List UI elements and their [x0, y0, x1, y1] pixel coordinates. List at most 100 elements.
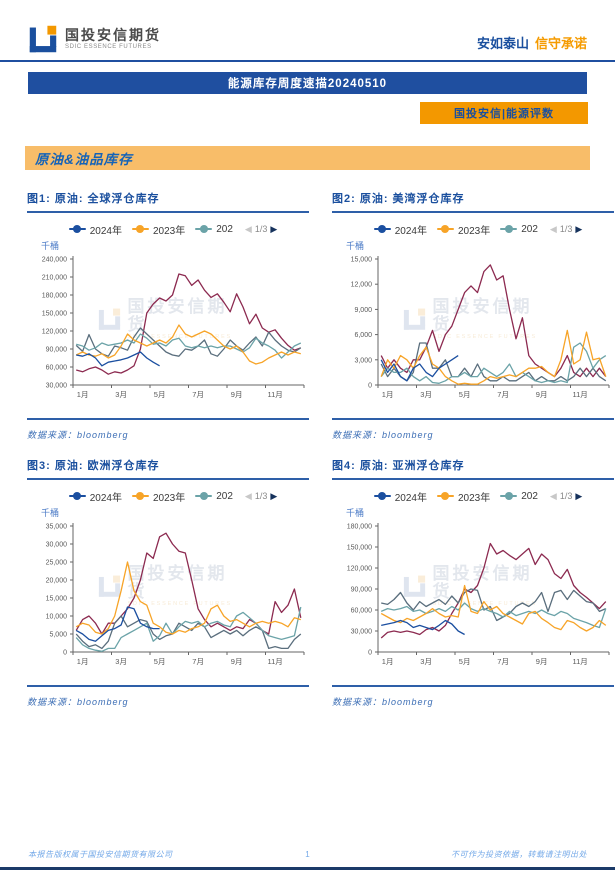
- company-logo: 国投安信期货 SDIC ESSENCE FUTURES: [28, 24, 161, 54]
- svg-text:30,000: 30,000: [46, 383, 68, 390]
- legend-item-2023年[interactable]: 2023年: [131, 489, 186, 504]
- chart-legend: 2024年 2023年 202 ◀ 1/3 ▶: [37, 221, 309, 237]
- svg-text:150,000: 150,000: [347, 545, 372, 552]
- svg-text:0: 0: [368, 383, 372, 390]
- legend-label: 2024年: [394, 225, 427, 237]
- svg-text:120,000: 120,000: [347, 566, 372, 573]
- svg-text:30,000: 30,000: [46, 542, 68, 549]
- svg-text:9月: 9月: [231, 657, 243, 666]
- series-line-2023年: [75, 561, 301, 635]
- legend-pager-next-icon[interactable]: ▶: [575, 490, 583, 501]
- svg-text:5月: 5月: [154, 390, 166, 399]
- series-line-2023年: [75, 324, 301, 365]
- legend-marker: [195, 492, 213, 500]
- legend-label: 2023年: [457, 225, 491, 237]
- section-title: 原油&油品库存: [35, 152, 133, 167]
- svg-text:120,000: 120,000: [42, 329, 67, 336]
- legend-pager: ◀ 1/3 ▶: [245, 224, 277, 235]
- legend-item-2024年[interactable]: 2024年: [373, 222, 427, 237]
- svg-text:0: 0: [63, 650, 67, 657]
- svg-text:9月: 9月: [231, 390, 243, 399]
- chart-bottom-divider: [332, 418, 614, 420]
- chart-block-1: 图1: 原油: 全球浮仓库存 2024年 2023年 202 ◀ 1/3 ▶ 千桶 国投安信期货…: [27, 190, 309, 441]
- legend-item-2023年[interactable]: 2023年: [131, 222, 185, 237]
- svg-text:35,000: 35,000: [46, 524, 68, 531]
- legend-item-202[interactable]: 202: [500, 224, 538, 235]
- legend-item-2024年[interactable]: 2024年: [373, 489, 427, 504]
- legend-item-2024年[interactable]: 2024年: [68, 489, 122, 504]
- legend-marker: [373, 225, 391, 233]
- svg-text:15,000: 15,000: [351, 257, 373, 264]
- svg-text:3月: 3月: [420, 390, 432, 399]
- header: 国投安信期货 SDIC ESSENCE FUTURES 安如泰山 信守承诺: [0, 0, 615, 54]
- data-source-label: 数据来源：bloomberg: [332, 430, 434, 440]
- legend-pager-text: 1/3: [559, 224, 573, 234]
- series-line-2023年: [380, 329, 607, 385]
- legend-label: 2023年: [152, 492, 186, 504]
- legend-label: 2024年: [89, 225, 122, 237]
- legend-pager-prev-icon[interactable]: ◀: [244, 223, 252, 234]
- data-source-label: 数据来源：bloomberg: [27, 697, 129, 707]
- series-line-2022年: [76, 333, 302, 359]
- header-divider: [0, 60, 615, 62]
- legend-pager: ◀ 1/3 ▶: [550, 224, 582, 235]
- legend-label: 2023年: [457, 492, 491, 504]
- svg-text:150,000: 150,000: [42, 311, 67, 318]
- legend-label: 202: [216, 490, 233, 502]
- svg-text:60,000: 60,000: [46, 365, 68, 372]
- svg-text:90,000: 90,000: [46, 347, 68, 354]
- data-source-label: 数据来源：bloomberg: [332, 697, 434, 707]
- legend-pager-text: 1/3: [254, 491, 268, 501]
- chart-title: 图3: 原油: 欧洲浮仓库存: [27, 457, 309, 480]
- report-badge: 国投安信|能源评数: [420, 102, 588, 124]
- charts-grid: 图1: 原油: 全球浮仓库存 2024年 2023年 202 ◀ 1/3 ▶ 千桶 国投安信期货…: [27, 190, 614, 708]
- svg-text:3月: 3月: [420, 657, 432, 666]
- svg-text:5月: 5月: [459, 657, 471, 666]
- chart-block-2: 图2: 原油: 美湾浮仓库存 2024年 2023年 202 ◀ 1/3 ▶ 千桶 国投安信期货…: [332, 190, 614, 441]
- svg-text:12,000: 12,000: [351, 282, 373, 289]
- legend-label: 202: [521, 223, 538, 235]
- y-axis-unit: 千桶: [41, 508, 60, 518]
- legend-item-202[interactable]: 202: [195, 491, 233, 502]
- legend-pager-prev-icon[interactable]: ◀: [244, 490, 252, 501]
- svg-text:25,000: 25,000: [46, 560, 68, 567]
- company-name-en: SDIC ESSENCE FUTURES: [65, 43, 152, 50]
- svg-text:7月: 7月: [497, 390, 509, 399]
- data-source-label: 数据来源：bloomberg: [27, 430, 129, 440]
- series-line-2020年: [380, 542, 607, 639]
- legend-item-202[interactable]: 202: [500, 491, 538, 502]
- legend-label: 202: [216, 223, 233, 235]
- y-axis-unit: 千桶: [346, 508, 365, 518]
- legend-item-202[interactable]: 202: [195, 224, 233, 235]
- legend-pager-prev-icon[interactable]: ◀: [549, 490, 557, 501]
- legend-pager-prev-icon[interactable]: ◀: [549, 223, 557, 234]
- svg-text:7月: 7月: [192, 390, 204, 399]
- chart-title: 图1: 原油: 全球浮仓库存: [27, 190, 309, 213]
- chart-plot: 30,000 60,000 90,000 120,000 150,000 180,000 2…: [42, 256, 305, 399]
- svg-text:7月: 7月: [192, 657, 204, 666]
- legend-pager-next-icon[interactable]: ▶: [270, 490, 278, 501]
- series-line-2024年: [76, 351, 160, 367]
- svg-text:9,000: 9,000: [354, 307, 372, 314]
- legend-marker: [436, 225, 454, 233]
- legend-pager-next-icon[interactable]: ▶: [575, 223, 583, 234]
- svg-text:1月: 1月: [77, 390, 89, 399]
- legend-pager-next-icon[interactable]: ▶: [270, 223, 278, 234]
- series-line-2020年: [76, 273, 302, 375]
- section-header: 原油&油品库存: [25, 146, 590, 170]
- company-slogan: 安如泰山 信守承诺: [477, 33, 587, 54]
- svg-text:11月: 11月: [267, 390, 282, 399]
- chart-plot: 0 5,000 10,000 15,000 20,000 25,000 30,000 35,0…: [46, 523, 305, 666]
- svg-text:180,000: 180,000: [347, 524, 372, 531]
- svg-text:6,000: 6,000: [354, 332, 372, 339]
- legend-item-2023年[interactable]: 2023年: [436, 222, 491, 237]
- legend-item-2024年[interactable]: 2024年: [68, 222, 122, 237]
- legend-marker: [436, 492, 454, 500]
- legend-pager-text: 1/3: [254, 224, 268, 234]
- legend-item-2023年[interactable]: 2023年: [436, 489, 491, 504]
- legend-marker: [500, 225, 518, 233]
- legend-marker: [131, 492, 149, 500]
- chart-title: 图2: 原油: 美湾浮仓库存: [332, 190, 614, 213]
- series-line-2022年: [380, 602, 607, 629]
- legend-label: 2024年: [394, 492, 427, 504]
